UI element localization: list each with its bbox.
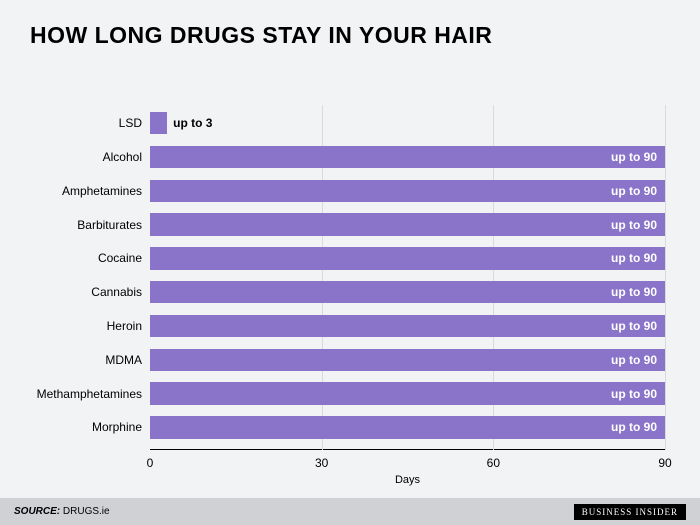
chart-title: HOW LONG DRUGS STAY IN YOUR HAIR (30, 22, 670, 49)
x-tick: 60 (487, 450, 500, 470)
category-label: Morphine (92, 420, 150, 434)
bar-row: Methamphetaminesup to 90 (150, 382, 665, 404)
bar: up to 90 (150, 349, 665, 371)
x-tick: 90 (658, 450, 671, 470)
bar-value-label: up to 90 (611, 218, 657, 232)
bar-row: Amphetaminesup to 90 (150, 180, 665, 202)
category-label: Barbiturates (77, 218, 150, 232)
bar-row: Heroinup to 90 (150, 315, 665, 337)
x-tick: 0 (147, 450, 154, 470)
bar: up to 90 (150, 146, 665, 168)
x-tick: 30 (315, 450, 328, 470)
gridline (665, 105, 666, 450)
bar: up to 90 (150, 213, 665, 235)
bar-row: Cannabisup to 90 (150, 281, 665, 303)
bar-row: Morphineup to 90 (150, 416, 665, 438)
bar-value-label: up to 90 (611, 285, 657, 299)
bar: up to 90 (150, 315, 665, 337)
category-label: Amphetamines (62, 184, 150, 198)
plot-region: Days 0306090LSDup to 3Alcoholup to 90Amp… (150, 105, 665, 450)
bar: up to 90 (150, 180, 665, 202)
bar: up to 90 (150, 382, 665, 404)
bar: up to 90 (150, 281, 665, 303)
bar-value-label: up to 90 (611, 319, 657, 333)
source-name: DRUGS.ie (63, 506, 110, 517)
bar-value-label: up to 90 (611, 420, 657, 434)
x-axis-label: Days (395, 450, 420, 486)
bar: up to 3 (150, 112, 167, 134)
bar-value-label: up to 90 (611, 251, 657, 265)
bar-value-label: up to 3 (167, 116, 212, 130)
source-text: SOURCE: DRUGS.ie (14, 506, 110, 517)
footer-bar: SOURCE: DRUGS.ie BUSINESS INSIDER (0, 498, 700, 525)
category-label: Methamphetamines (37, 387, 150, 401)
bar-value-label: up to 90 (611, 387, 657, 401)
category-label: LSD (119, 116, 150, 130)
bar-value-label: up to 90 (611, 184, 657, 198)
bar: up to 90 (150, 416, 665, 438)
bar-row: Barbituratesup to 90 (150, 213, 665, 235)
category-label: MDMA (105, 353, 150, 367)
category-label: Cocaine (98, 251, 150, 265)
category-label: Heroin (107, 319, 150, 333)
bar-value-label: up to 90 (611, 353, 657, 367)
bar-row: Cocaineup to 90 (150, 247, 665, 269)
bar-row: MDMAup to 90 (150, 349, 665, 371)
chart-area: HOW LONG DRUGS STAY IN YOUR HAIR Days 0 3… (0, 0, 700, 498)
source-prefix: SOURCE: (14, 506, 60, 517)
category-label: Alcohol (103, 150, 150, 164)
bar: up to 90 (150, 247, 665, 269)
bar-value-label: up to 90 (611, 150, 657, 164)
credit-badge: BUSINESS INSIDER (574, 504, 686, 520)
bar-row: LSDup to 3 (150, 112, 665, 134)
bar-row: Alcoholup to 90 (150, 146, 665, 168)
category-label: Cannabis (91, 285, 150, 299)
